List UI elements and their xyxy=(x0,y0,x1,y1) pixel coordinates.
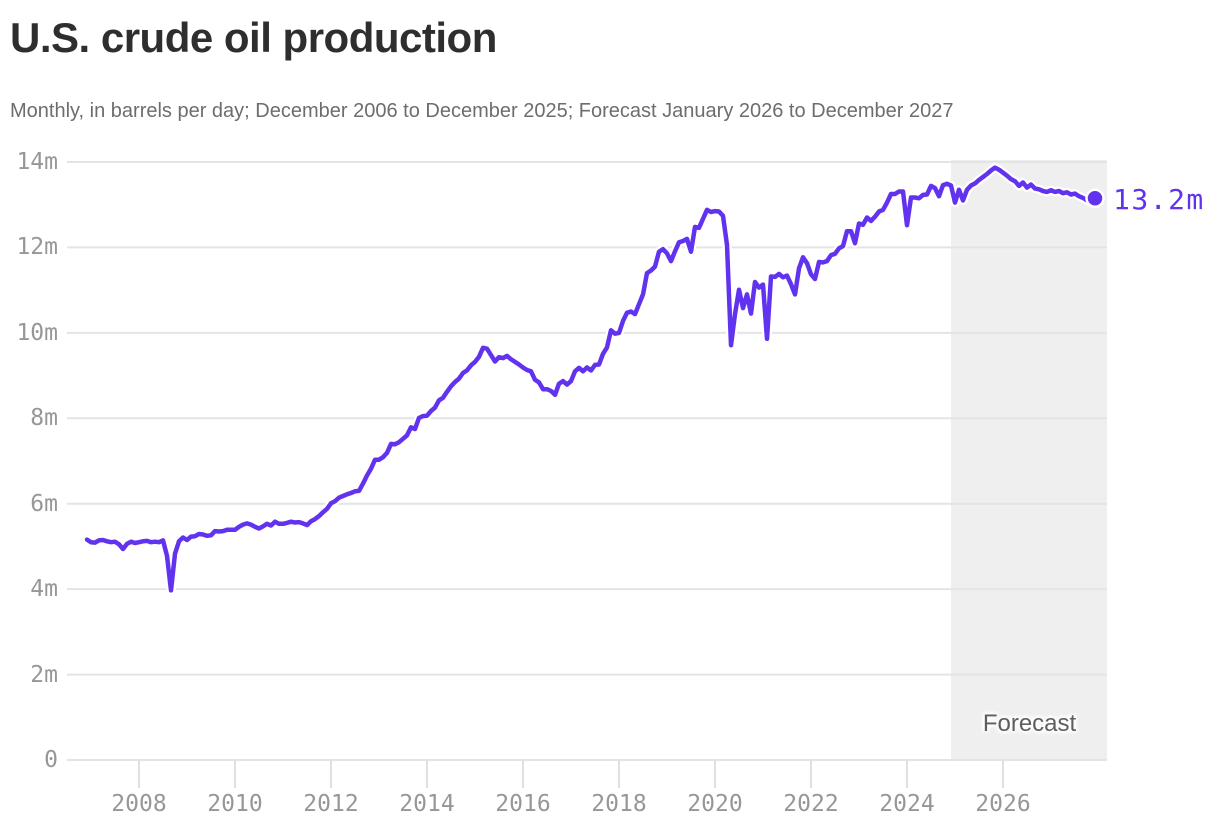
x-axis-tick-label: 2018 xyxy=(591,791,647,817)
forecast-label: Forecast xyxy=(982,710,1077,737)
production-line xyxy=(84,165,1098,593)
y-axis-tick-label: 12m xyxy=(16,234,58,261)
chart-title: U.S. crude oil production xyxy=(10,14,497,61)
y-axis-tick-label: 0 xyxy=(44,747,58,773)
x-axis-tick-label: 2024 xyxy=(879,791,935,817)
x-axis-tick-label: 2014 xyxy=(399,791,455,817)
x-axis-tick-label: 2022 xyxy=(783,791,839,817)
x-axis-tick-label: 2020 xyxy=(687,791,743,817)
y-axis-tick-label: 4m xyxy=(30,576,58,603)
x-axis-tick-label: 2016 xyxy=(495,791,551,817)
y-axis-tick-label: 2m xyxy=(30,661,58,688)
x-axis-tick-label: 2008 xyxy=(111,791,167,817)
x-axis-tick-label: 2010 xyxy=(207,791,263,817)
x-axis-tick-label: 2026 xyxy=(975,791,1031,817)
x-axis-tick-label: 2012 xyxy=(303,791,359,817)
y-axis-tick-label: 10m xyxy=(16,319,58,346)
latest-value-label: 13.2m xyxy=(1113,183,1205,217)
y-axis-tick-label: 14m xyxy=(16,149,58,175)
latest-point-marker xyxy=(1085,188,1105,209)
chart-subtitle: Monthly, in barrels per day; December 20… xyxy=(10,100,954,122)
forecast-band xyxy=(951,160,1107,760)
y-axis-tick-label: 6m xyxy=(30,490,58,517)
y-axis-tick-label: 8m xyxy=(30,405,58,432)
